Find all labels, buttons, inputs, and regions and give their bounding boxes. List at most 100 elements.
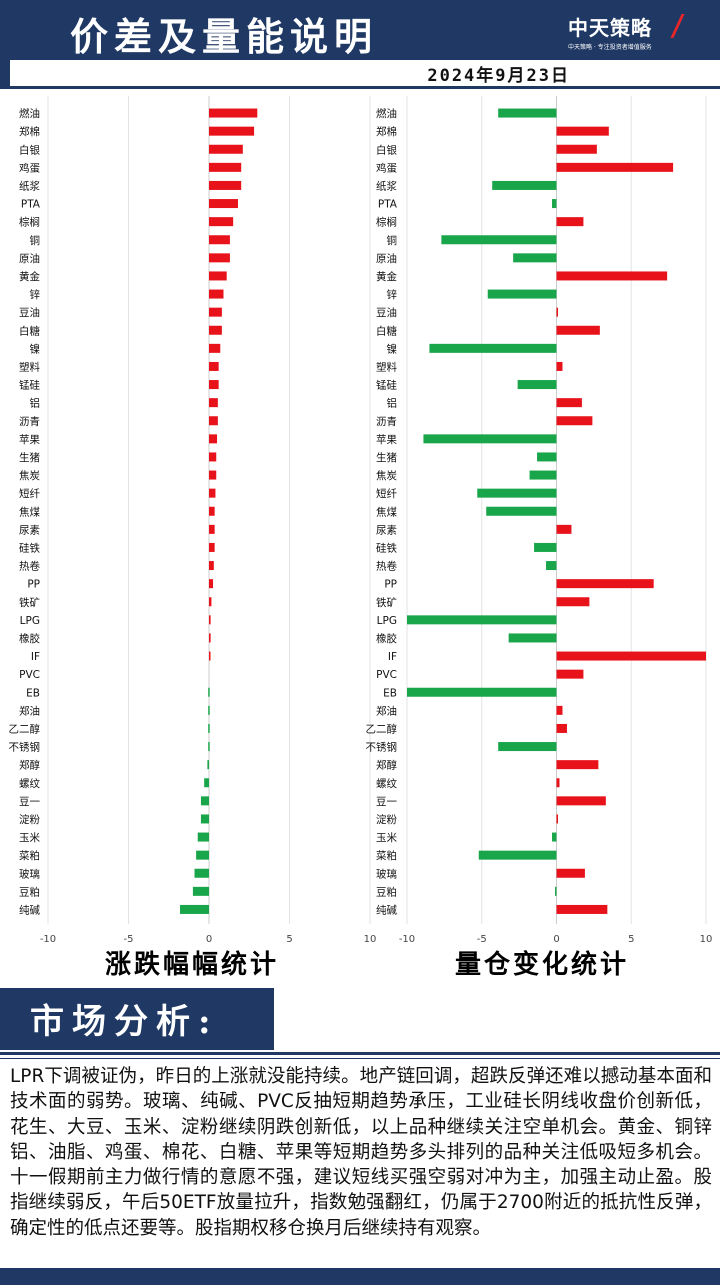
category-label: 郑棉	[376, 125, 397, 138]
section-divider	[0, 1052, 720, 1055]
category-label: 铜	[387, 235, 398, 247]
category-label: 沥青	[19, 415, 40, 428]
category-label: 尿素	[19, 523, 40, 536]
bar-volume-6	[556, 217, 584, 227]
category-label: 纸浆	[19, 179, 40, 192]
bar-volume-20	[529, 470, 557, 480]
category-label: 塑料	[19, 360, 40, 373]
category-label: 乙二醇	[366, 722, 398, 735]
category-label: IF	[31, 651, 40, 663]
bar-change-20	[209, 470, 217, 480]
category-label: 锰硅	[376, 379, 397, 392]
bar-change-30	[209, 651, 211, 661]
bar-change-7	[209, 235, 230, 245]
bar-change-27	[209, 597, 212, 607]
x-tick-label: 0	[553, 934, 559, 945]
category-label: 燃油	[376, 107, 397, 120]
bar-volume-30	[556, 651, 706, 661]
category-label: 豆油	[19, 306, 40, 319]
category-label: 乙二醇	[9, 722, 41, 735]
category-label: 豆粕	[19, 885, 40, 898]
header-underline	[0, 86, 720, 89]
left-chart-title: 涨跌幅幅统计	[105, 950, 280, 980]
bar-change-43	[192, 886, 209, 896]
bar-change-5	[209, 199, 238, 209]
category-label: 不锈钢	[366, 741, 398, 754]
category-label: 不锈钢	[9, 741, 41, 754]
x-tick-label: 5	[286, 934, 292, 945]
bar-change-16	[209, 398, 218, 408]
category-label: 郑油	[376, 704, 397, 717]
bar-change-37	[204, 778, 209, 788]
bar-change-10	[209, 289, 224, 299]
page-title: 价差及量能说明	[70, 14, 379, 59]
bar-volume-19	[537, 452, 557, 462]
bar-change-38	[200, 796, 209, 806]
right-chart-title: 量仓变化统计	[455, 950, 630, 980]
bar-change-13	[209, 343, 221, 353]
category-label: 白银	[19, 143, 40, 156]
category-label: 镍	[387, 342, 398, 355]
bar-volume-10	[487, 289, 557, 299]
category-label: 郑油	[19, 704, 40, 717]
header-left-bar	[0, 0, 10, 88]
bar-volume-25	[546, 561, 557, 571]
category-label: 热卷	[19, 560, 40, 573]
category-label: 郑棉	[19, 125, 40, 138]
bar-change-35	[208, 742, 210, 752]
category-label: 玻璃	[376, 867, 397, 880]
bar-volume-43	[555, 886, 557, 896]
category-label: 白银	[376, 143, 397, 156]
category-label: 锌	[387, 288, 398, 301]
bar-volume-2	[556, 144, 597, 154]
bar-change-29	[209, 633, 211, 643]
category-label: 焦炭	[19, 469, 40, 482]
bar-volume-4	[492, 180, 557, 190]
report-date: 2024年9月23日	[427, 66, 570, 86]
bar-volume-9	[556, 271, 668, 281]
category-label: 尿素	[376, 523, 397, 536]
bar-change-42	[194, 868, 209, 878]
bar-change-19	[209, 452, 217, 462]
category-label: 橡胶	[376, 632, 397, 645]
category-label: 黄金	[19, 270, 40, 283]
category-label: 黄金	[376, 270, 397, 283]
category-label: 橡胶	[19, 632, 40, 645]
bar-change-36	[207, 760, 209, 770]
category-label: 热卷	[376, 560, 397, 573]
bar-volume-36	[556, 760, 599, 770]
bar-volume-16	[556, 398, 582, 408]
x-tick-label: 0	[206, 934, 212, 945]
category-label: 白糖	[376, 324, 397, 337]
category-label: 纯碱	[19, 903, 40, 916]
category-label: 生猪	[376, 451, 397, 464]
bar-change-17	[209, 416, 218, 426]
category-label: 硅铁	[376, 541, 397, 554]
bar-change-22	[209, 506, 215, 516]
footer-bar	[0, 1268, 720, 1285]
bar-change-8	[209, 253, 230, 263]
bar-volume-42	[556, 868, 585, 878]
bar-change-40	[197, 832, 209, 842]
bar-volume-14	[556, 361, 563, 371]
category-label: PP	[384, 579, 397, 591]
bar-change-34	[208, 723, 210, 733]
category-label: 焦煤	[19, 505, 40, 518]
category-label: 螺纹	[19, 777, 40, 790]
category-label: 燃油	[19, 107, 40, 120]
section-divider-thin	[0, 1058, 720, 1059]
category-label: 焦煤	[376, 505, 397, 518]
bar-volume-15	[517, 380, 557, 390]
bar-change-11	[209, 307, 222, 317]
category-label: 豆一	[376, 796, 397, 808]
bar-change-14	[209, 361, 219, 371]
bar-change-12	[209, 325, 222, 335]
bar-change-18	[209, 434, 218, 444]
category-label: 生猪	[19, 451, 40, 464]
bar-volume-17	[556, 416, 593, 426]
bar-change-9	[209, 271, 227, 281]
category-label: 铁矿	[19, 596, 40, 609]
category-label: 镍	[30, 342, 41, 355]
bar-volume-13	[429, 343, 557, 353]
bar-volume-29	[508, 633, 557, 643]
